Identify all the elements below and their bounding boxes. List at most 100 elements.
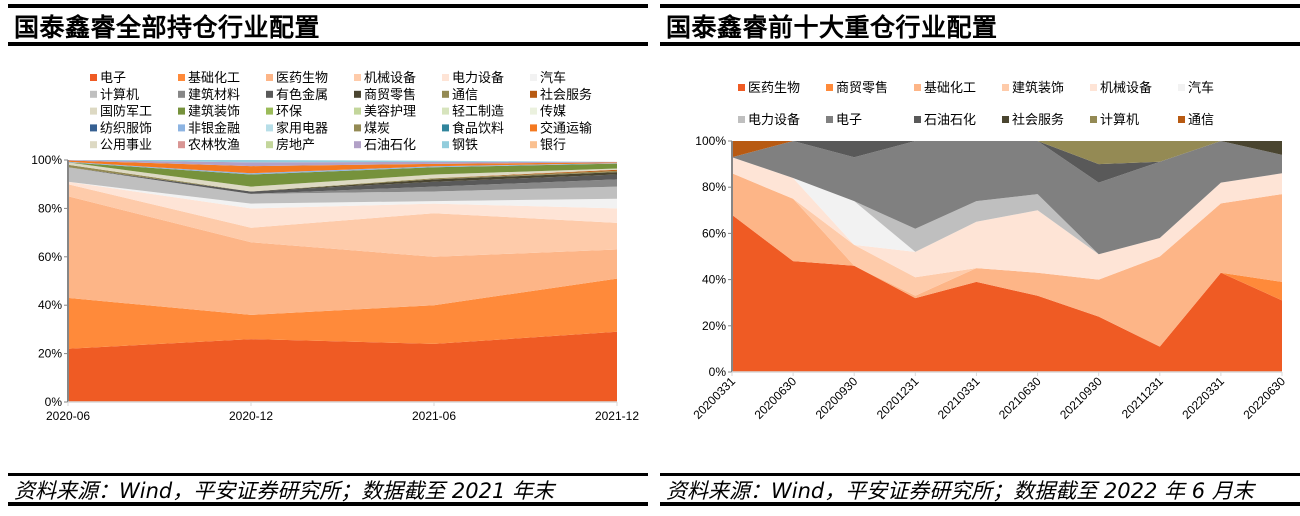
legend-swatch xyxy=(266,90,273,98)
legend-swatch xyxy=(1002,116,1009,123)
area-series-电子 xyxy=(732,141,1282,255)
y-tick-label: 80% xyxy=(702,180,726,194)
legend-item: 建筑材料 xyxy=(178,87,240,103)
legend-swatch xyxy=(1002,84,1009,91)
area-series-电力设备 xyxy=(68,181,617,228)
x-tick-label: 2020-06 xyxy=(46,409,90,423)
legend-item: 轻工制造 xyxy=(442,105,504,120)
area-series-机械设备 xyxy=(732,157,1282,280)
legend-swatch xyxy=(90,74,97,81)
legend-swatch xyxy=(266,107,273,115)
x-tick-label: 20210331 xyxy=(935,374,983,422)
legend-swatch xyxy=(178,90,185,98)
area-series-汽车 xyxy=(68,181,617,209)
legend-item: 银行 xyxy=(530,138,566,153)
legend-label: 通信 xyxy=(452,88,478,103)
area-series-电子 xyxy=(68,331,617,402)
y-tick-label: 100% xyxy=(31,153,62,167)
legend-label: 钢铁 xyxy=(452,138,478,153)
legend-item: 汽车 xyxy=(530,70,566,86)
legend-label: 基础化工 xyxy=(188,71,240,86)
y-tick-label: 60% xyxy=(38,250,62,264)
legend-label: 农林牧渔 xyxy=(188,138,240,153)
legend-item: 农林牧渔 xyxy=(178,138,240,153)
legend-label: 食品饮料 xyxy=(452,120,504,136)
right-chart-title: 国泰鑫睿前十大重仓行业配置 xyxy=(666,13,998,42)
legend-label: 电力设备 xyxy=(748,112,800,128)
legend-label: 有色金属 xyxy=(276,87,328,103)
legend-label: 机械设备 xyxy=(1100,80,1152,96)
legend-label: 家用电器 xyxy=(276,120,328,136)
left-chart-title: 国泰鑫睿全部持仓行业配置 xyxy=(14,13,321,42)
legend-item: 煤炭 xyxy=(354,121,390,136)
legend-label: 石油石化 xyxy=(924,113,976,128)
legend-item: 计算机 xyxy=(90,88,139,103)
left-chart-panel: 国泰鑫睿全部持仓行业配置 电子 基础化工 医药生物 机械设备 电力设备 汽车 计算机 建筑材料… xyxy=(8,0,648,516)
area-series-基础化工 xyxy=(732,173,1282,347)
legend-swatch xyxy=(914,84,921,91)
legend-swatch xyxy=(354,141,361,149)
legend-item: 通信 xyxy=(442,88,478,103)
y-tick-label: 20% xyxy=(38,347,62,361)
legend-item: 家用电器 xyxy=(266,120,328,136)
area-series-医药生物 xyxy=(732,214,1282,372)
legend-item: 建筑装饰 xyxy=(1002,80,1064,96)
legend-label: 社会服务 xyxy=(1012,112,1064,128)
legend-item: 商贸零售 xyxy=(354,87,416,103)
legend-item: 有色金属 xyxy=(266,87,328,103)
x-tick-label: 20211231 xyxy=(1119,374,1166,421)
legend-swatch xyxy=(354,124,361,132)
legend-item: 通信 xyxy=(1178,113,1214,128)
area-series-基础化工 xyxy=(68,278,617,349)
legend-swatch xyxy=(738,116,745,123)
legend-swatch xyxy=(442,141,449,149)
legend-item: 非银金融 xyxy=(178,120,240,136)
legend-item: 机械设备 xyxy=(1090,80,1152,96)
legend-item: 医药生物 xyxy=(266,71,328,86)
title-top-rule xyxy=(660,4,1300,8)
area-series-建筑材料 xyxy=(68,167,617,194)
area-series-建筑装饰 xyxy=(732,173,1282,296)
x-tick-label: 20200630 xyxy=(752,374,800,422)
area-series-建筑装饰 xyxy=(68,162,617,187)
legend-item: 汽车 xyxy=(1178,80,1214,96)
legend-item: 电子 xyxy=(90,71,126,86)
legend-item: 电力设备 xyxy=(738,112,800,128)
area-series-计算机 xyxy=(732,141,1282,165)
legend-item: 基础化工 xyxy=(178,71,240,86)
area-series-交通运输 xyxy=(68,160,617,174)
legend-swatch xyxy=(354,107,361,115)
area-series-group xyxy=(732,141,1282,372)
legend-item: 房地产 xyxy=(266,137,315,153)
legend-label: 计算机 xyxy=(100,88,139,103)
legend-swatch xyxy=(442,107,449,115)
legend-swatch xyxy=(1090,84,1097,91)
legend-label: 公用事业 xyxy=(100,138,152,153)
y-tick-label: 80% xyxy=(38,201,62,215)
legend-item: 石油石化 xyxy=(354,138,416,153)
legend-label: 纺织服饰 xyxy=(100,121,152,136)
legend-label: 国防军工 xyxy=(100,104,152,120)
y-tick-label: 40% xyxy=(38,298,62,312)
area-series-国防军工 xyxy=(68,162,617,192)
y-tick-label: 40% xyxy=(702,273,726,287)
x-tick-label: 2021-06 xyxy=(412,409,456,423)
legend-swatch xyxy=(90,90,97,98)
legend-swatch xyxy=(442,90,449,98)
legend-swatch xyxy=(266,141,273,149)
legend-item: 国防军工 xyxy=(90,104,152,120)
legend-label: 美容护理 xyxy=(364,104,416,120)
x-tick-label: 20210930 xyxy=(1057,374,1105,422)
area-series-医药生物 xyxy=(68,196,617,315)
y-tick-label: 0% xyxy=(45,395,63,409)
legend-label: 轻工制造 xyxy=(452,105,504,120)
legend-item: 食品饮料 xyxy=(442,120,504,136)
legend-swatch xyxy=(178,107,185,115)
source-top-rule xyxy=(8,473,648,476)
y-tick-label: 100% xyxy=(695,134,726,148)
legend-item: 传媒 xyxy=(530,105,566,120)
legend-swatch xyxy=(442,74,449,81)
legend-label: 基础化工 xyxy=(924,81,976,96)
source-top-rule xyxy=(660,473,1300,476)
legend-swatch xyxy=(266,124,273,132)
